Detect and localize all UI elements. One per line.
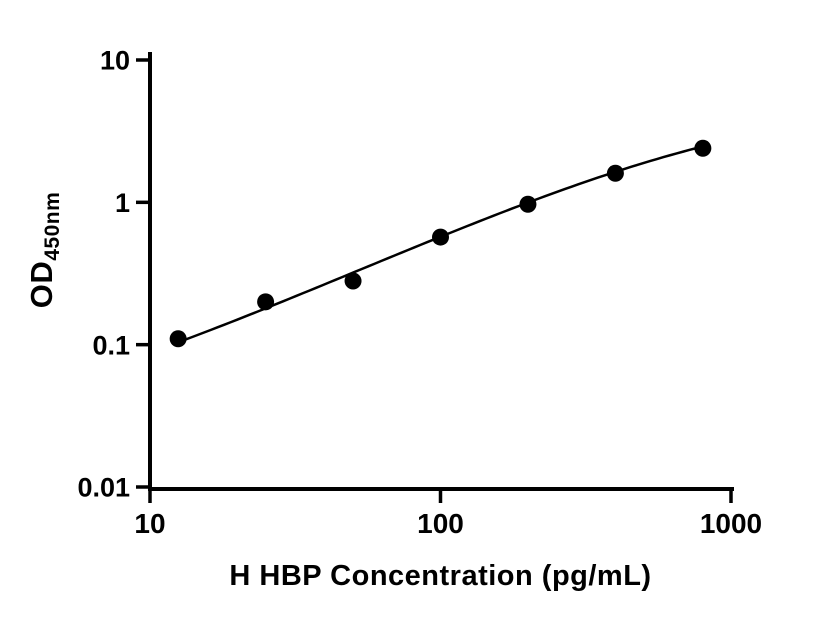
y-tick-label: 10 — [100, 46, 130, 76]
y-tick-label: 1 — [115, 188, 130, 218]
x-tick-label: 10 — [134, 508, 165, 539]
data-point — [257, 293, 275, 311]
x-axis-label: H HBP Concentration (pg/mL) — [229, 560, 652, 592]
data-point — [432, 228, 449, 246]
y-tick-label: 0.1 — [92, 330, 130, 360]
x-tick-label: 1000 — [700, 508, 762, 539]
x-tick-label: 100 — [417, 508, 464, 539]
data-point — [519, 195, 537, 213]
data-point — [694, 139, 712, 157]
y-axis-label-subscript: 450nm — [41, 191, 65, 261]
data-point — [344, 272, 362, 290]
y-tick-label: 0.01 — [77, 473, 130, 503]
y-axis-label-main: OD — [24, 260, 59, 309]
y-axis-label: OD450nm — [24, 100, 68, 400]
data-point — [606, 164, 624, 182]
data-point — [169, 330, 187, 348]
